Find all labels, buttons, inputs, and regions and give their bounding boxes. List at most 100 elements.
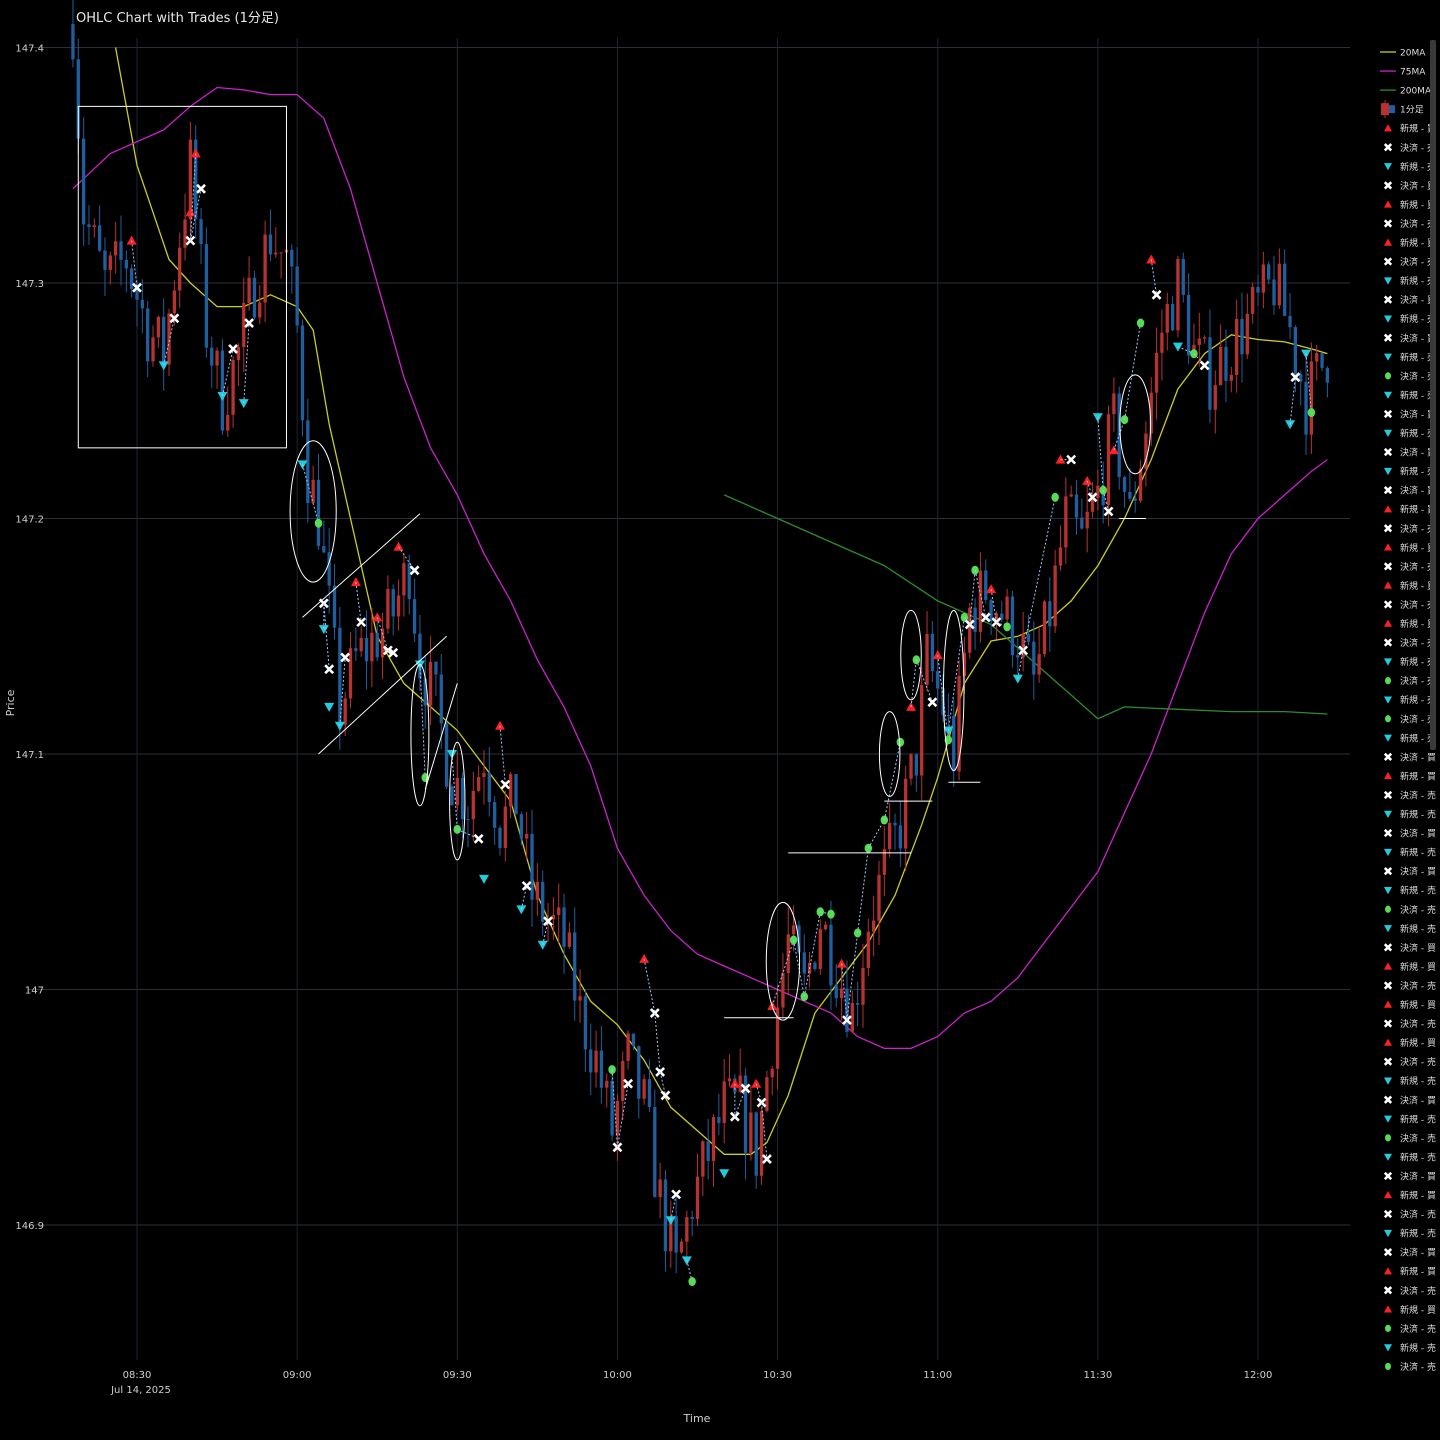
legend-item[interactable]: 新規 - 買 (1384, 542, 1436, 554)
legend-item[interactable]: 決済 - 売 (1385, 1323, 1436, 1335)
legend-item[interactable]: 新規 - 売 (1384, 732, 1436, 744)
candle-body (637, 1046, 641, 1099)
legend-item[interactable]: 新規 - 買 (1384, 1304, 1436, 1316)
candle-body (1229, 374, 1233, 381)
legend-item[interactable]: 新規 - 売 (1384, 313, 1436, 325)
buy-open-marker (1384, 1305, 1392, 1313)
legend-item[interactable]: 1分足 (1381, 100, 1424, 119)
trade-link (659, 1071, 666, 1096)
legend-item[interactable]: 決済 - 買 (1383, 180, 1436, 192)
legend-item[interactable]: 新規 - 売 (1384, 275, 1436, 287)
legend-item[interactable]: 新規 - 買 (1384, 199, 1436, 211)
legend-item[interactable]: 新規 - 売 (1384, 466, 1436, 478)
legend-item[interactable]: 新規 - 売 (1384, 428, 1436, 440)
legend-item[interactable]: 決済 - 売 (1383, 1056, 1436, 1068)
legend-item[interactable]: 新規 - 売 (1384, 161, 1436, 173)
legend-item[interactable]: 決済 - 買 (1383, 1170, 1436, 1182)
legend-item[interactable]: 新規 - 売 (1384, 389, 1436, 401)
legend-item[interactable]: 200MA (1380, 87, 1432, 97)
legend-item[interactable]: 新規 - 買 (1384, 999, 1436, 1011)
sell-open-marker (1384, 1344, 1392, 1352)
legend-item[interactable]: 新規 - 売 (1384, 1113, 1436, 1125)
legend-item[interactable]: 決済 - 売 (1383, 142, 1436, 154)
candle-body (904, 778, 908, 849)
trade-link (1177, 346, 1195, 355)
buy-open-marker (190, 148, 201, 158)
legend-item[interactable]: 決済 - 売 (1385, 370, 1436, 382)
legend-item[interactable]: 決済 - 売 (1383, 980, 1436, 992)
legend-item[interactable]: 20MA (1380, 49, 1426, 59)
legend-item[interactable]: 決済 - 売 (1383, 1018, 1436, 1030)
candle-body (412, 599, 417, 634)
legend-item[interactable]: 決済 - 売 (1385, 904, 1436, 916)
sell-open-marker (1384, 277, 1392, 285)
legend-item[interactable]: 決済 - 売 (1383, 637, 1436, 649)
legend-item[interactable]: 新規 - 売 (1384, 847, 1436, 859)
legend-item[interactable]: 新規 - 売 (1384, 885, 1436, 897)
legend-label: 新規 - 買 (1400, 961, 1436, 973)
legend-item[interactable]: 決済 - 売 (1385, 675, 1436, 687)
legend-item[interactable]: 決済 - 買 (1383, 751, 1436, 763)
legend-item[interactable]: 決済 - 買 (1383, 866, 1436, 878)
legend-item[interactable]: 新規 - 買 (1384, 504, 1436, 516)
candle-body (839, 988, 844, 999)
legend-item[interactable]: 決済 - 買 (1383, 332, 1436, 344)
legend-item[interactable]: 決済 - 売 (1383, 789, 1436, 801)
legend-item[interactable]: 新規 - 買 (1384, 770, 1436, 782)
legend-item[interactable]: 決済 - 買 (1383, 485, 1436, 497)
chart-title: OHLC Chart with Trades (1分足) (76, 11, 279, 26)
legend-item[interactable]: 新規 - 買 (1384, 961, 1436, 973)
legend-item[interactable]: 新規 - 買 (1384, 618, 1436, 630)
legend-item[interactable]: 決済 - 売 (1383, 218, 1436, 230)
legend-item[interactable]: 新規 - 買 (1384, 123, 1436, 135)
legend-item[interactable]: 新規 - 買 (1384, 1037, 1436, 1049)
legend-item[interactable]: 決済 - 売 (1383, 523, 1436, 535)
legend-item[interactable]: 新規 - 買 (1384, 237, 1436, 249)
legend-label: 決済 - 売 (1400, 218, 1436, 230)
legend-item[interactable]: 新規 - 売 (1384, 1151, 1436, 1163)
legend-item[interactable]: 決済 - 買 (1383, 828, 1436, 840)
candle-body (113, 241, 118, 256)
legend-item[interactable]: 新規 - 売 (1384, 694, 1436, 706)
legend-item[interactable]: 決済 - 買 (1383, 447, 1436, 459)
annotation-ellipse (900, 609, 922, 701)
legend-item[interactable]: 決済 - 売 (1383, 256, 1436, 268)
candle-body (311, 479, 315, 504)
ma200-line (723, 494, 1328, 720)
candle-body (567, 932, 572, 947)
legend-item[interactable]: 新規 - 売 (1384, 923, 1436, 935)
legend-item[interactable]: 決済 - 買 (1383, 294, 1436, 306)
buy-open-marker (1384, 200, 1392, 208)
legend-item[interactable]: 決済 - 売 (1383, 561, 1436, 573)
legend-item[interactable]: 決済 - 売 (1385, 1132, 1436, 1144)
legend-item[interactable]: 新規 - 売 (1384, 351, 1436, 363)
candle-body (119, 241, 123, 260)
legend-item[interactable]: 75MA (1380, 68, 1426, 78)
legend-item[interactable]: 新規 - 売 (1384, 1075, 1436, 1087)
legend-item[interactable]: 新規 - 買 (1384, 1190, 1436, 1202)
candle-body (1053, 565, 1057, 627)
legend-item[interactable]: 新規 - 売 (1384, 809, 1436, 821)
legend-item[interactable]: 新規 - 売 (1384, 1342, 1436, 1354)
legend-item[interactable]: 決済 - 買 (1383, 408, 1436, 420)
legend-label: 75MA (1400, 68, 1426, 78)
candle-body (444, 723, 449, 787)
legend-item[interactable]: 新規 - 売 (1384, 1228, 1436, 1240)
legend-item[interactable]: 決済 - 売 (1383, 1209, 1436, 1221)
legend-item[interactable]: 決済 - 買 (1383, 1247, 1436, 1259)
sell-open-marker (1384, 1153, 1392, 1161)
candle-body (855, 1002, 860, 1005)
candle-body (861, 967, 865, 1005)
legend-scrollbar[interactable] (1430, 40, 1436, 750)
legend-item[interactable]: 新規 - 買 (1384, 580, 1436, 592)
candle-body (434, 661, 438, 675)
legend-item[interactable]: 決済 - 売 (1383, 1285, 1436, 1297)
legend-item[interactable]: 新規 - 買 (1384, 1266, 1436, 1278)
legend-item[interactable]: 決済 - 買 (1383, 1094, 1436, 1106)
legend-item[interactable]: 決済 - 売 (1385, 1361, 1436, 1373)
candle-body (941, 688, 945, 716)
legend-item[interactable]: 新規 - 売 (1384, 656, 1436, 668)
legend-item[interactable]: 決済 - 売 (1383, 599, 1436, 611)
legend-item[interactable]: 決済 - 売 (1385, 713, 1436, 725)
legend-item[interactable]: 決済 - 買 (1383, 942, 1436, 954)
